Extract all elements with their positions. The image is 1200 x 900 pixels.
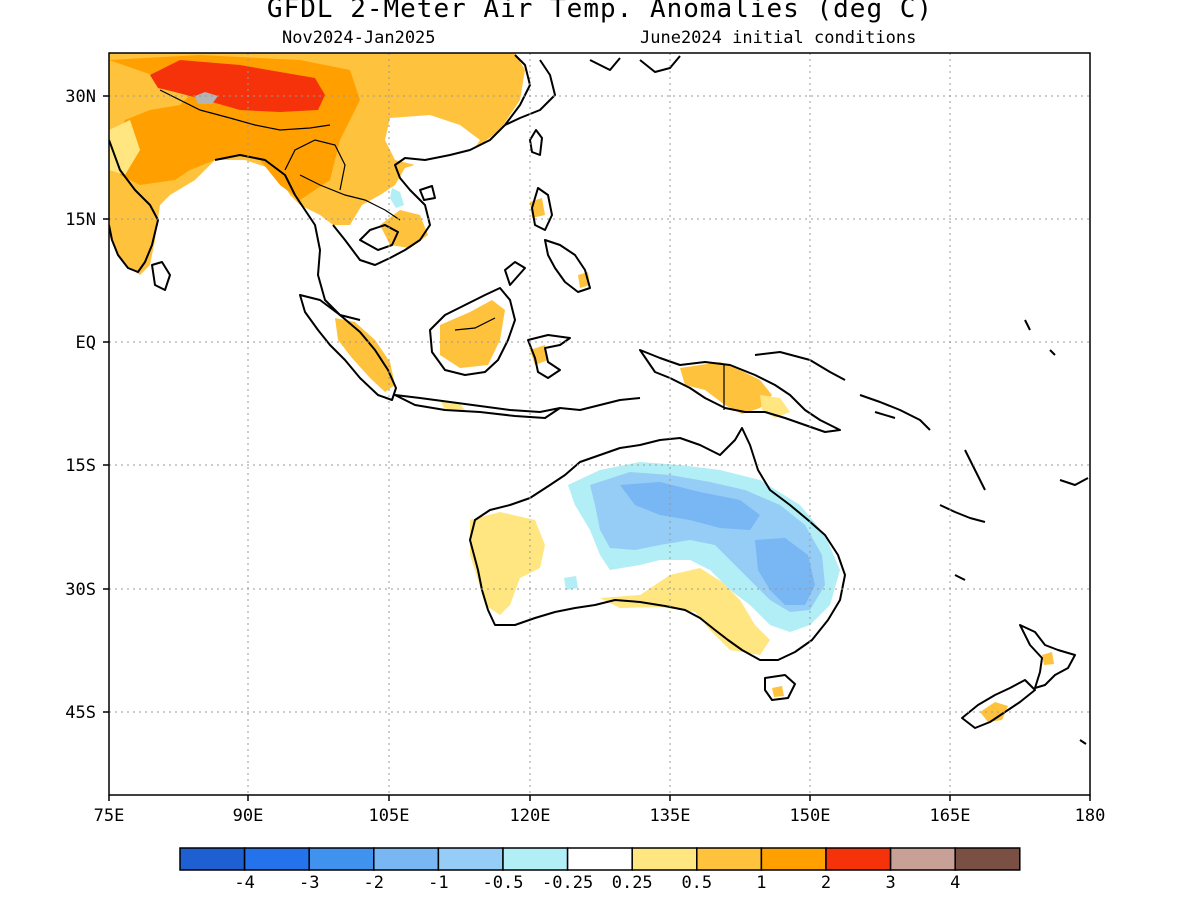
- warm-field-sumatra: [335, 318, 395, 392]
- colorbar-label: -0.5: [483, 873, 524, 893]
- lon-label-180: 180: [1075, 806, 1106, 826]
- warm-field-new-zealand-north: [1042, 652, 1054, 665]
- lat-label-30s: 30S: [65, 580, 96, 600]
- colorbar-label: 3: [885, 873, 895, 893]
- coast-australia: [469, 427, 846, 661]
- colorbar-label: 1: [756, 873, 766, 893]
- colorbar-label: 0.5: [681, 873, 712, 893]
- colorbar-label: -4: [234, 873, 254, 893]
- lon-label-75e: 75E: [94, 806, 125, 826]
- axis-ticks: [103, 95, 1091, 801]
- colorbar-label: -3: [299, 873, 319, 893]
- hot-field-tibet: [150, 60, 325, 112]
- coast-china-east: [504, 59, 556, 126]
- lon-label-105e: 105E: [369, 806, 410, 826]
- colorbar-label: 4: [950, 873, 960, 893]
- coast-palawan: [504, 261, 526, 286]
- coast-java: [394, 394, 561, 419]
- longitude-labels: 75E 90E 105E 120E 135E 150E 165E 180: [94, 806, 1106, 826]
- warm-field-indochina: [380, 210, 428, 248]
- colorbar-box: [566, 847, 633, 871]
- lon-label-150e: 150E: [790, 806, 831, 826]
- coast-new-guinea: [639, 349, 841, 433]
- warm-field-south-australia: [600, 568, 770, 655]
- coast-philippines-luzon: [531, 187, 553, 231]
- colorbar-label: -1: [428, 873, 448, 893]
- initial-conditions: June2024 initial conditions: [640, 28, 917, 48]
- warm-field-borneo: [440, 300, 505, 368]
- coast-india: [109, 139, 159, 273]
- coast-thailand-gulf: [359, 224, 399, 251]
- lon-label-120e: 120E: [510, 806, 551, 826]
- colorbar: [179, 847, 1021, 871]
- lon-label-135e: 135E: [650, 806, 691, 826]
- gridlines: [109, 53, 1090, 795]
- cool-field-australia-strong-east: [755, 538, 815, 605]
- coast-tasmania: [764, 674, 796, 701]
- missing-field-tibet: [195, 92, 218, 104]
- plot-frame: [108, 52, 1091, 796]
- coast-solomons: [859, 394, 931, 431]
- colorbar-label: 2: [821, 873, 831, 893]
- lat-label-eq: EQ: [76, 333, 96, 353]
- border-myanmar: [284, 139, 346, 191]
- coast-philippines-south: [544, 239, 591, 293]
- colorbar-box: [954, 847, 1021, 871]
- border-indochina: [299, 174, 401, 221]
- latitude-labels: 30N 15N EQ 15S 30S 45S: [65, 87, 96, 723]
- lat-label-15n: 15N: [65, 210, 96, 230]
- lat-label-30n: 30N: [65, 87, 96, 107]
- coast-south-pacific-islands: [954, 319, 1087, 745]
- border-borneo: [454, 317, 496, 331]
- colorbar-box: [243, 847, 310, 871]
- coast-hainan: [419, 185, 436, 201]
- lat-label-45s: 45S: [65, 703, 96, 723]
- colorbar-box: [825, 847, 892, 871]
- lat-label-15s: 15S: [65, 456, 96, 476]
- colorbar-box: [502, 847, 569, 871]
- warm-field-western-australia: [470, 512, 545, 615]
- colorbar-box: [437, 847, 504, 871]
- colorbar-box: [179, 847, 246, 871]
- coast-new-guinea-north: [754, 351, 846, 381]
- coastlines: [109, 54, 1089, 745]
- warm-field-tasmania: [772, 686, 784, 697]
- coast-sumatra: [299, 294, 397, 401]
- cool-field-small-spot: [564, 576, 578, 590]
- coast-new-zealand-south: [961, 679, 1036, 729]
- warm-field-new-guinea: [680, 362, 772, 414]
- warm-field-new-zealand-south: [980, 702, 1008, 722]
- cool-field-australia-strong: [620, 482, 760, 530]
- colorbar-labels: -4 -3 -2 -1 -0.5 -0.25 0.25 0.5 1 2 3 4: [234, 873, 960, 893]
- colorbar-box: [373, 847, 440, 871]
- colorbar-box: [696, 847, 763, 871]
- country-borders: [159, 89, 725, 410]
- coast-korea-japan: [589, 55, 681, 73]
- border-himalaya: [159, 89, 331, 131]
- colorbar-box: [308, 847, 375, 871]
- colorbar-box: [760, 847, 827, 871]
- coast-borneo: [429, 287, 516, 376]
- cool-field-indochina: [390, 188, 404, 208]
- colorbar-box: [631, 847, 698, 871]
- coast-fiji-vanuatu: [939, 449, 1089, 523]
- colorbar-box: [889, 847, 956, 871]
- colorbar-label: 0.25: [612, 873, 653, 893]
- coast-bay-of-bengal: [214, 154, 361, 321]
- coast-taiwan: [529, 129, 543, 156]
- map-title: GFDL 2-Meter Air Temp. Anomalies (deg C): [266, 0, 934, 24]
- coast-sulawesi: [527, 334, 571, 379]
- coast-indochina: [332, 54, 531, 266]
- coast-new-zealand-north: [1019, 624, 1076, 689]
- coast-sri-lanka: [151, 261, 171, 291]
- forecast-period: Nov2024-Jan2025: [282, 28, 436, 48]
- colorbar-label: -2: [364, 873, 384, 893]
- colorbar-label: -0.25: [542, 873, 593, 893]
- anomaly-fields: [109, 53, 1054, 722]
- lon-label-90e: 90E: [233, 806, 264, 826]
- lon-label-165e: 165E: [930, 806, 971, 826]
- coast-lesser-sunda: [559, 397, 641, 411]
